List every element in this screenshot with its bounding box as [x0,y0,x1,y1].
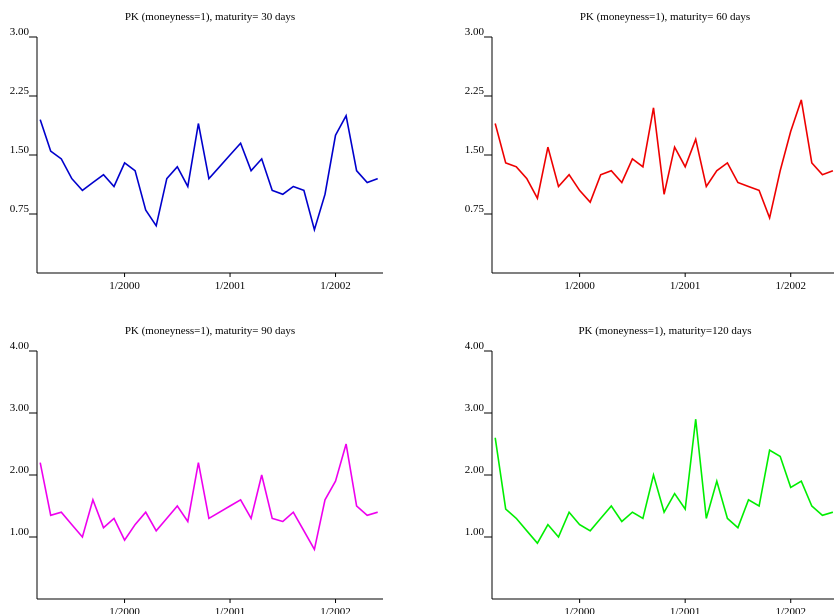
x-tick-label: 1/2000 [564,606,595,614]
x-tick-label: 1/2002 [775,606,806,614]
panel: PK (moneyness=1), maturity= 90 days 1.00 2… [10,325,383,614]
y-tick-label: 2.00 [465,464,485,476]
x-tick-label: 1/2000 [109,606,140,614]
panel: PK (moneyness=1), maturity= 60 days 0.75 1… [465,11,834,292]
x-tick-label: 1/2002 [775,280,806,292]
y-tick-label: 2.25 [10,85,30,97]
y-tick-label: 2.25 [465,85,485,97]
y-tick-label: 0.75 [10,203,30,215]
x-tick-label: 1/2001 [215,280,246,292]
y-tick-label: 1.00 [465,526,485,538]
panel: PK (moneyness=1), maturity=120 days 1.00 2… [465,325,834,614]
y-tick-label: 1.00 [10,526,30,538]
x-tick-label: 1/2001 [670,606,701,614]
line-series [494,99,834,221]
line-series [39,443,378,552]
x-tick-label: 1/2000 [109,280,140,292]
y-tick-label: 1.50 [10,144,30,156]
x-tick-label: 1/2000 [564,280,595,292]
y-tick-label: 0.75 [465,203,485,215]
chart-title: PK (moneyness=1), maturity= 90 days [125,325,295,337]
y-tick-label: 3.00 [10,402,30,414]
y-tick-label: 1.50 [465,144,485,156]
line-series [494,419,834,545]
x-tick-label: 1/2002 [320,280,351,292]
line-series [39,113,378,233]
y-tick-label: 3.00 [465,402,485,414]
x-tick-label: 1/2001 [670,280,701,292]
chart-title: PK (moneyness=1), maturity=120 days [578,325,751,337]
panel: PK (moneyness=1), maturity= 30 days 0.75 1… [10,11,383,292]
y-tick-label: 2.00 [10,464,30,476]
chart-title: PK (moneyness=1), maturity= 30 days [125,11,295,23]
x-tick-label: 1/2001 [215,606,246,614]
y-tick-label: 4.00 [10,340,30,352]
y-tick-label: 4.00 [465,340,485,352]
y-tick-label: 3.00 [10,26,30,38]
y-tick-label: 3.00 [465,26,485,38]
x-tick-label: 1/2002 [320,606,351,614]
chart-title: PK (moneyness=1), maturity= 60 days [580,11,750,23]
